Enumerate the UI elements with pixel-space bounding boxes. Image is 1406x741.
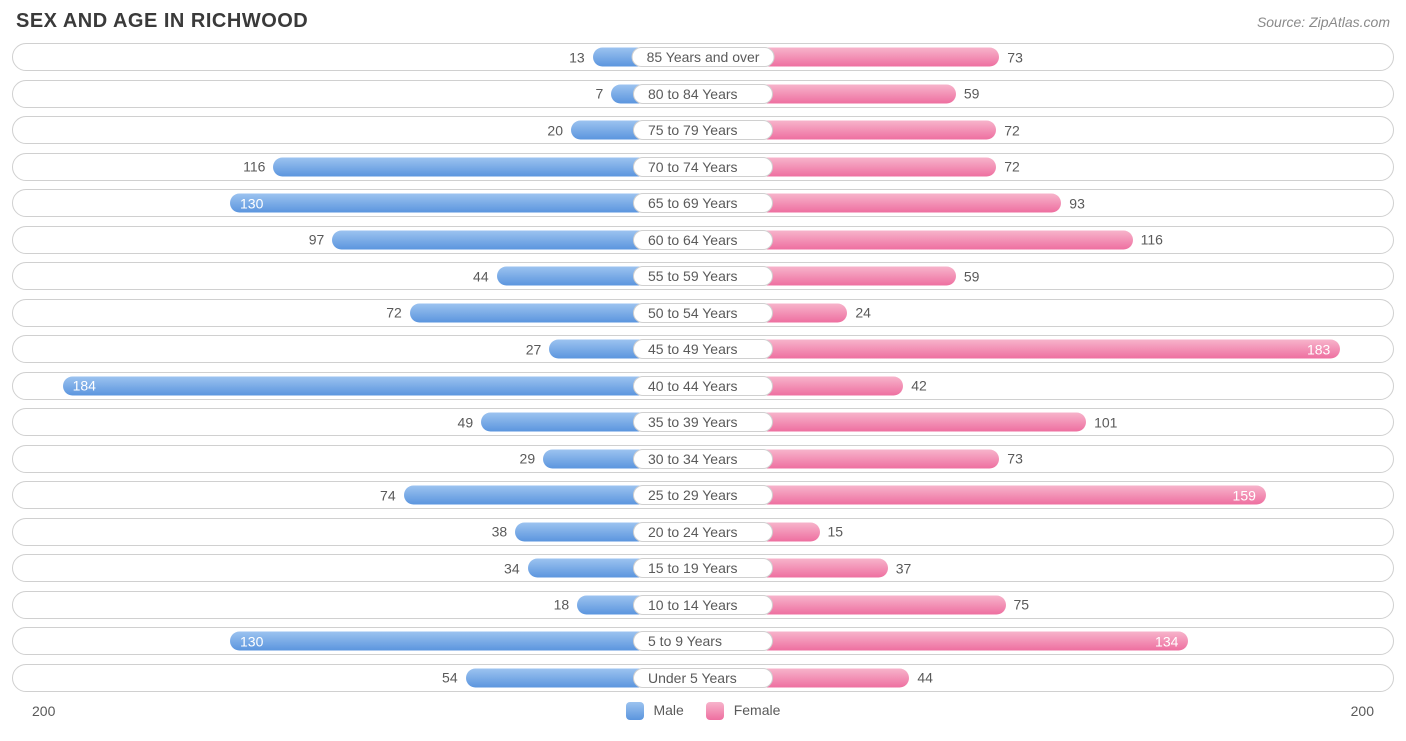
chart-header: SEX AND AGE IN RICHWOOD Source: ZipAtlas…: [10, 10, 1396, 43]
age-group-label: 65 to 69 Years: [633, 193, 773, 213]
bar-female-value: 73: [999, 451, 1023, 467]
bar-male-value: 54: [442, 670, 466, 686]
bar-female: 159: [703, 486, 1266, 505]
bar-female-value: 37: [888, 560, 912, 576]
chart-row: 130 93 65 to 69 Years: [12, 189, 1394, 217]
chart-row: 184 42 40 to 44 Years: [12, 372, 1394, 400]
chart-footer: 200 Male Female 200: [10, 700, 1396, 720]
bar-female-value: 59: [956, 268, 980, 284]
bar-female: 134: [703, 632, 1188, 651]
age-group-label: 50 to 54 Years: [633, 303, 773, 323]
bar-female-value: 42: [903, 378, 927, 394]
chart-row: 74 159 25 to 29 Years: [12, 481, 1394, 509]
bar-female-value: 15: [820, 524, 844, 540]
bar-male-value: 116: [243, 159, 273, 175]
bar-male-value: 7: [596, 86, 612, 102]
bar-female-value: 75: [1006, 597, 1030, 613]
bar-female-value: 73: [999, 49, 1023, 65]
chart-row: 20 72 75 to 79 Years: [12, 116, 1394, 144]
age-group-label: 15 to 19 Years: [633, 558, 773, 578]
chart-row: 13 73 85 Years and over: [12, 43, 1394, 71]
age-group-label: 70 to 74 Years: [633, 157, 773, 177]
chart-row: 34 37 15 to 19 Years: [12, 554, 1394, 582]
legend-label-male: Male: [653, 702, 683, 718]
bar-male-value: 44: [473, 268, 497, 284]
chart-row: 29 73 30 to 34 Years: [12, 445, 1394, 473]
age-group-label: 10 to 14 Years: [633, 595, 773, 615]
bar-male-value: 130: [240, 195, 263, 211]
chart-row: 116 72 70 to 74 Years: [12, 153, 1394, 181]
legend-item-female: Female: [706, 702, 781, 720]
age-group-label: 5 to 9 Years: [633, 631, 773, 651]
age-group-label: 55 to 59 Years: [633, 266, 773, 286]
bar-male-value: 20: [547, 122, 571, 138]
bar-female-value: 59: [956, 86, 980, 102]
age-group-label: 25 to 29 Years: [633, 485, 773, 505]
bar-female-value: 72: [996, 122, 1020, 138]
age-group-label: 75 to 79 Years: [633, 120, 773, 140]
bar-female-value: 24: [847, 305, 871, 321]
chart-row: 27 183 45 to 49 Years: [12, 335, 1394, 363]
bar-male-value: 49: [458, 414, 482, 430]
age-group-label: 30 to 34 Years: [633, 449, 773, 469]
bar-female-value: 183: [1307, 341, 1330, 357]
bar-female-value: 44: [909, 670, 933, 686]
legend-label-female: Female: [734, 702, 781, 718]
chart-row: 54 44 Under 5 Years: [12, 664, 1394, 692]
age-group-label: 80 to 84 Years: [633, 84, 773, 104]
axis-max-left: 200: [32, 703, 55, 719]
age-group-label: 45 to 49 Years: [633, 339, 773, 359]
bar-female-value: 134: [1155, 633, 1178, 649]
age-group-label: 85 Years and over: [632, 47, 775, 67]
chart-row: 72 24 50 to 54 Years: [12, 299, 1394, 327]
bar-male-value: 184: [73, 378, 96, 394]
age-group-label: 35 to 39 Years: [633, 412, 773, 432]
age-group-label: 60 to 64 Years: [633, 230, 773, 250]
bar-male-value: 97: [309, 232, 333, 248]
bar-male-value: 38: [492, 524, 516, 540]
chart-row: 44 59 55 to 59 Years: [12, 262, 1394, 290]
bar-male-value: 74: [380, 487, 404, 503]
bar-male-value: 29: [520, 451, 544, 467]
chart-row: 18 75 10 to 14 Years: [12, 591, 1394, 619]
bar-female-value: 116: [1133, 232, 1163, 248]
chart-row: 7 59 80 to 84 Years: [12, 80, 1394, 108]
bar-male-value: 13: [569, 49, 593, 65]
bar-male-value: 18: [554, 597, 578, 613]
chart-source: Source: ZipAtlas.com: [1257, 14, 1390, 30]
bar-female-value: 93: [1061, 195, 1085, 211]
bar-male-value: 34: [504, 560, 528, 576]
axis-max-right: 200: [1351, 703, 1374, 719]
legend-item-male: Male: [626, 702, 684, 720]
chart-row: 38 15 20 to 24 Years: [12, 518, 1394, 546]
age-group-label: 40 to 44 Years: [633, 376, 773, 396]
bar-male-value: 72: [386, 305, 410, 321]
chart-row: 49 101 35 to 39 Years: [12, 408, 1394, 436]
age-group-label: 20 to 24 Years: [633, 522, 773, 542]
population-pyramid-chart: 13 73 85 Years and over 7 59 80 to 84 Years 20…: [10, 43, 1396, 692]
chart-legend: Male Female: [55, 702, 1350, 720]
chart-row: 130 134 5 to 9 Years: [12, 627, 1394, 655]
bar-female-value: 72: [996, 159, 1020, 175]
age-group-label: Under 5 Years: [633, 668, 773, 688]
chart-row: 97 116 60 to 64 Years: [12, 226, 1394, 254]
bar-female-value: 159: [1233, 487, 1256, 503]
bar-male-value: 27: [526, 341, 550, 357]
bar-female-value: 101: [1086, 414, 1117, 430]
chart-title: SEX AND AGE IN RICHWOOD: [16, 10, 308, 33]
legend-swatch-female: [706, 702, 724, 720]
bar-male: 184: [63, 376, 703, 395]
bar-female: 183: [703, 340, 1340, 359]
legend-swatch-male: [626, 702, 644, 720]
bar-male-value: 130: [240, 633, 263, 649]
